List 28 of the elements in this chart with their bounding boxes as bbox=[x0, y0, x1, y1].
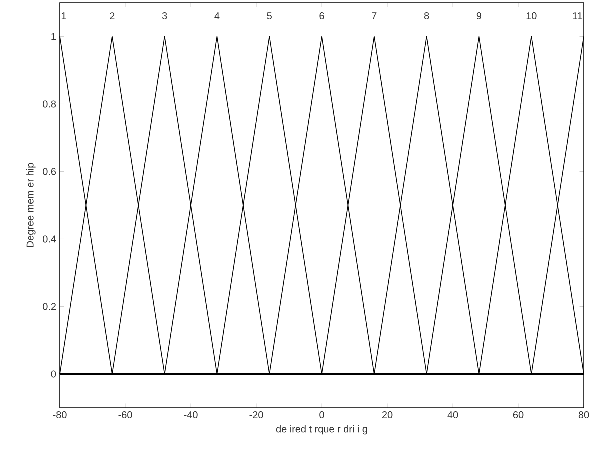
annotation: 9 bbox=[476, 12, 482, 20]
x-tick-label: 40 bbox=[448, 412, 458, 419]
x-tick-label: -80 bbox=[53, 412, 67, 419]
x-tick-label: 60 bbox=[513, 412, 524, 419]
y-tick-label: 0 bbox=[51, 370, 56, 378]
annotation: 10 bbox=[526, 12, 537, 20]
x-tick-label: 20 bbox=[382, 412, 393, 419]
x-tick-label: 0 bbox=[320, 412, 324, 419]
annotation: 3 bbox=[162, 12, 168, 20]
annotation: 2 bbox=[110, 12, 115, 20]
annotation: 5 bbox=[267, 12, 272, 20]
y-tick-label: 0.6 bbox=[43, 168, 56, 176]
annotation: 1 bbox=[62, 12, 66, 20]
y-tick-label: 0.2 bbox=[43, 303, 56, 310]
x-tick-label: 80 bbox=[578, 412, 590, 419]
annotation: 11 bbox=[573, 12, 582, 20]
annotation: 7 bbox=[372, 12, 377, 20]
y-tick-label: 1 bbox=[52, 33, 56, 40]
annotation: 8 bbox=[424, 12, 430, 20]
y-tick-label: 0.4 bbox=[43, 236, 56, 243]
annotation: 4 bbox=[214, 12, 220, 20]
y-axis-title: Degree mem er hip bbox=[26, 163, 36, 248]
x-axis-title: de ired t rque r dri i g bbox=[276, 425, 368, 435]
x-tick-label: -20 bbox=[250, 412, 264, 419]
x-tick-label: -40 bbox=[184, 412, 198, 419]
x-tick-label: -60 bbox=[118, 412, 132, 419]
y-tick-label: 0.8 bbox=[43, 100, 56, 108]
annotation: 6 bbox=[320, 12, 324, 20]
